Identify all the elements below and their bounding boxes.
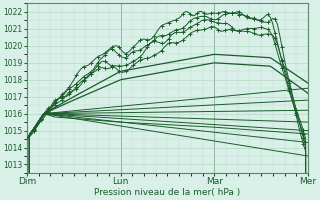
X-axis label: Pression niveau de la mer( hPa ): Pression niveau de la mer( hPa ) — [94, 188, 241, 197]
